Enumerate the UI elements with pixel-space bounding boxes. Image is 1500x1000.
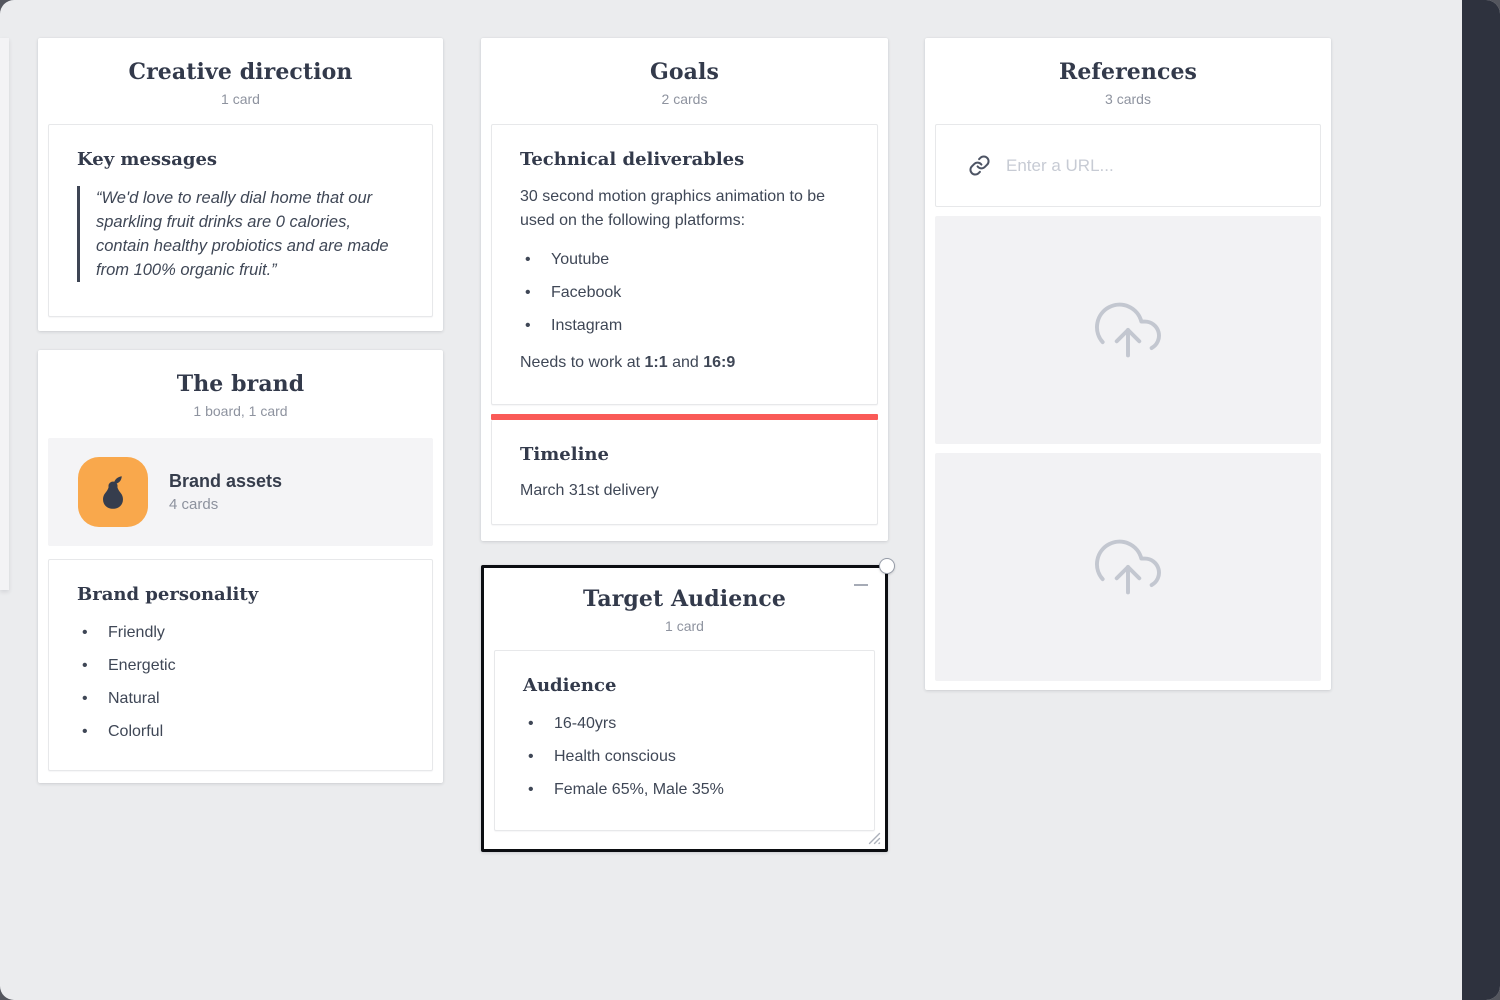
board-item-meta: Brand assets 4 cards — [169, 471, 282, 513]
column-title: Target Audience — [582, 586, 786, 612]
list-item: Health conscious — [523, 740, 846, 773]
url-input[interactable] — [1006, 155, 1306, 176]
column-title: The brand — [176, 371, 305, 397]
column-title: Creative direction — [128, 59, 353, 85]
column-references[interactable]: References 3 cards — [925, 38, 1331, 690]
list-item: Energetic — [77, 649, 404, 682]
card-heading: Key messages — [77, 149, 218, 170]
column-card-count: 1 card — [221, 91, 260, 107]
list-item: Natural — [77, 682, 404, 715]
column-title: References — [1058, 59, 1198, 85]
timeline-text: March 31st delivery — [520, 482, 659, 499]
brand-personality-card[interactable]: Brand personality Friendly Energetic Nat… — [48, 559, 433, 771]
card-heading: Audience — [523, 675, 617, 696]
column-title: Goals — [650, 59, 719, 85]
board-item-title: Brand assets — [169, 471, 283, 491]
list-item: 16-40yrs — [523, 707, 846, 740]
column-card-count: 2 cards — [661, 91, 708, 107]
upload-dropzone[interactable] — [935, 216, 1321, 444]
column-the-brand[interactable]: The brand 1 board, 1 card Brand assets 4… — [38, 350, 443, 783]
upload-cloud-icon — [1095, 302, 1161, 358]
link-icon — [969, 155, 990, 176]
technical-deliverables-card[interactable]: Technical deliverables 30 second motion … — [491, 124, 878, 405]
column-card-count: 1 card — [665, 618, 704, 634]
upload-cloud-icon — [1095, 539, 1161, 595]
pear-icon — [103, 476, 123, 509]
column-card-count: 1 board, 1 card — [193, 403, 288, 419]
quote-text: “We'd love to really dial home that our … — [96, 189, 389, 279]
board-item-card-count: 4 cards — [169, 496, 219, 513]
board-icon-tile — [78, 457, 148, 527]
offscreen-column-edge — [0, 38, 9, 590]
list-item: Instagram — [520, 309, 849, 342]
list-item: Colorful — [77, 715, 404, 748]
minimize-icon[interactable] — [854, 581, 868, 589]
column-goals[interactable]: Goals 2 cards Technical deliverables 30 … — [481, 38, 888, 541]
list-item: Friendly — [77, 616, 404, 649]
bullet-list: 16-40yrs Health conscious Female 65%, Ma… — [523, 707, 846, 806]
upload-dropzone[interactable] — [935, 453, 1321, 681]
list-item: Female 65%, Male 35% — [523, 773, 846, 806]
bullet-list: Friendly Energetic Natural Colorful — [77, 616, 404, 748]
bullet-list: Youtube Facebook Instagram — [520, 243, 849, 342]
brand-assets-board-item[interactable]: Brand assets 4 cards — [48, 438, 433, 546]
card-heading: Timeline — [520, 444, 609, 465]
column-card-count: 3 cards — [1105, 91, 1151, 107]
aspect-ratio-note: Needs to work at 1:1 and 16:9 — [520, 354, 736, 371]
audience-card[interactable]: Audience 16-40yrs Health conscious Femal… — [494, 650, 875, 831]
list-item: Facebook — [520, 276, 849, 309]
timeline-card[interactable]: Timeline March 31st delivery — [491, 420, 878, 525]
url-input-card — [935, 124, 1321, 207]
column-drag-handle[interactable] — [879, 558, 895, 574]
red-line-divider[interactable] — [491, 414, 878, 420]
card-heading: Brand personality — [77, 584, 259, 605]
quote-block: “We'd love to really dial home that our … — [77, 186, 393, 282]
resize-handle-icon[interactable] — [866, 830, 882, 846]
list-item: Youtube — [520, 243, 849, 276]
key-messages-card[interactable]: Key messages “We'd love to really dial h… — [48, 124, 433, 317]
right-dark-panel — [1462, 0, 1500, 1000]
card-paragraph: 30 second motion graphics animation to b… — [520, 188, 826, 229]
column-creative-direction[interactable]: Creative direction 1 card Key messages “… — [38, 38, 443, 331]
column-target-audience[interactable]: Target Audience 1 card Audience 16-40yrs… — [481, 558, 895, 852]
card-heading: Technical deliverables — [520, 149, 745, 170]
